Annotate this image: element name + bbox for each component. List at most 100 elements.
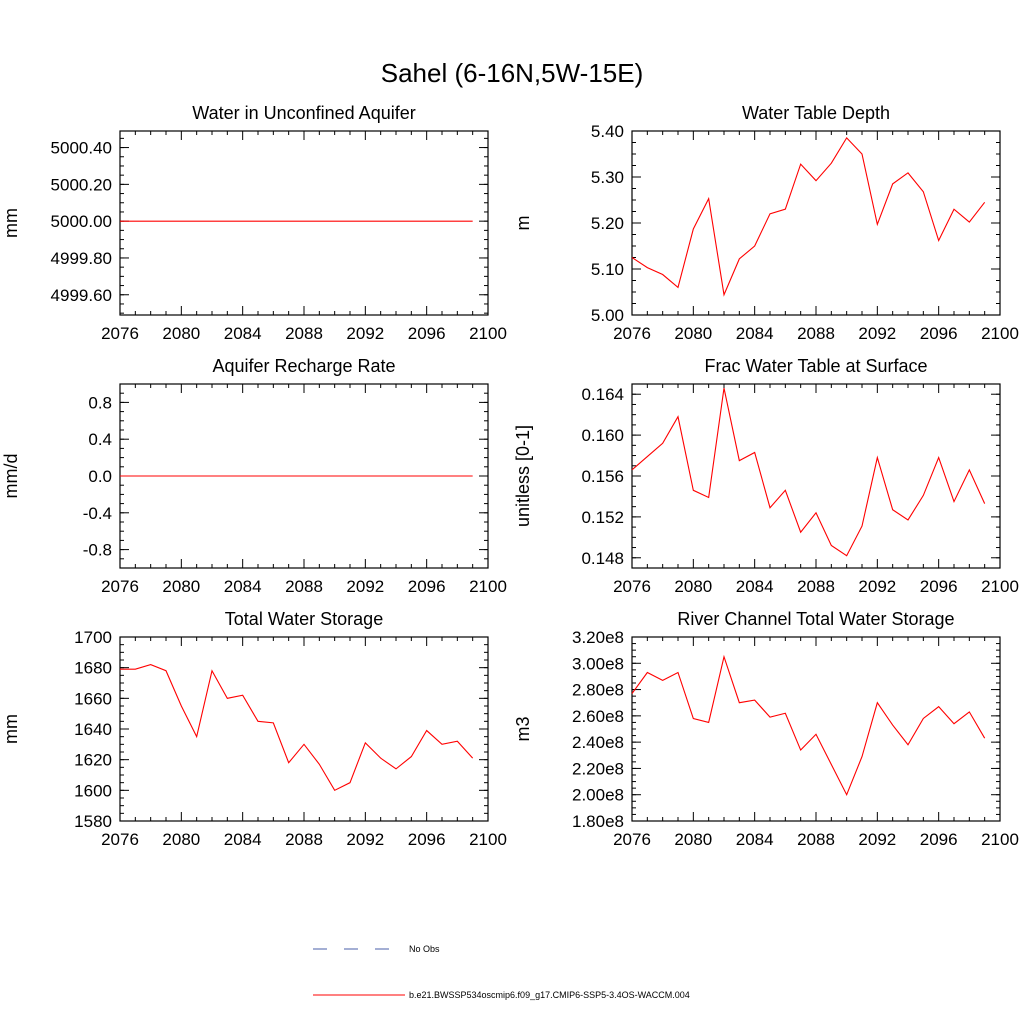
x-tick-label: 2096 [408,577,446,596]
y-tick-label: 3.00e8 [572,654,624,673]
x-tick-label: 2084 [224,577,262,596]
y-tick-label: 1.80e8 [572,812,624,831]
panel-title: River Channel Total Water Storage [677,609,954,629]
x-tick-label: 2076 [613,830,651,849]
x-tick-label: 2088 [797,830,835,849]
panel-title: Water in Unconfined Aquifer [192,103,415,123]
legend-label-no-obs: No Obs [409,944,440,954]
x-tick-label: 2092 [858,324,896,343]
y-tick-label: 5000.40 [51,139,112,158]
y-tick-label: -0.8 [83,541,112,560]
y-axis-label: unitless [0-1] [513,425,533,527]
chart-panel-2: Water Table Depth m 2076 2080 2084 2088 2092 20… [513,103,1019,343]
y-tick-label: 0.8 [88,393,112,412]
y-tick-label: 1640 [74,720,112,739]
x-tick-label: 2088 [285,324,323,343]
plot-frame [631,130,1001,316]
y-tick-label: 2.20e8 [572,759,624,778]
x-tick-label: 2092 [346,577,384,596]
y-tick-label: 4999.60 [51,286,112,305]
x-tick-label: 2100 [981,830,1019,849]
x-tick-label: 2080 [674,577,712,596]
y-tick-label: 1700 [74,628,112,647]
x-tick-label: 2092 [346,324,384,343]
y-tick-label: 0.164 [581,385,624,404]
y-tick-label: 1620 [74,751,112,770]
x-tick-label: 2088 [285,830,323,849]
plot-frame [631,636,1001,822]
y-tick-label: 5000.20 [51,175,112,194]
x-tick-label: 2088 [285,577,323,596]
panel-title: Total Water Storage [225,609,383,629]
chart-panel-1: Water in Unconfined Aquifer mm 2076 2080 208… [1,103,507,343]
series-line [631,654,986,797]
x-tick-label: 2096 [408,830,446,849]
x-tick-label: 2096 [920,324,958,343]
y-axis-label: mm/d [1,454,21,499]
y-tick-label: 0.148 [581,549,624,568]
x-tick-label: 2080 [162,577,200,596]
y-tick-label: 5.40 [591,122,624,141]
y-tick-label: 0.0 [88,467,112,486]
legend: No Obs b.e21.BWSSP534oscmip6.f09_g17.CMI… [313,944,690,1000]
x-tick-label: 2096 [920,830,958,849]
panel-title: Frac Water Table at Surface [704,356,927,376]
x-tick-label: 2096 [408,324,446,343]
y-tick-label: 1580 [74,812,112,831]
x-tick-label: 2080 [674,830,712,849]
x-tick-label: 2100 [981,324,1019,343]
x-tick-label: 2092 [346,830,384,849]
chart-panel-6: River Channel Total Water Storage m3 2076 2… [513,609,1019,849]
y-axis-label: mm [1,714,21,744]
series-line [120,664,474,792]
y-tick-label: -0.4 [83,504,112,523]
x-tick-label: 2076 [101,830,139,849]
x-tick-label: 2100 [469,324,507,343]
x-tick-label: 2084 [736,324,774,343]
x-tick-label: 2088 [797,324,835,343]
x-tick-label: 2080 [162,324,200,343]
x-tick-label: 2088 [797,577,835,596]
y-tick-label: 5.10 [591,260,624,279]
figure-title: Sahel (6-16N,5W-15E) [381,58,644,88]
x-tick-label: 2080 [674,324,712,343]
y-tick-label: 1600 [74,781,112,800]
y-tick-label: 1660 [74,689,112,708]
y-tick-label: 5.30 [591,168,624,187]
series-line [631,387,986,557]
legend-label-model: b.e21.BWSSP534oscmip6.f09_g17.CMIP6-SSP5… [409,990,690,1000]
chart-panel-5: Total Water Storage mm 2076 2080 2084 2088 209… [1,609,507,849]
x-tick-label: 2084 [736,577,774,596]
x-tick-label: 2092 [858,830,896,849]
plot-frame [119,130,489,316]
y-tick-label: 5.20 [591,214,624,233]
plot-frame [119,636,489,822]
y-tick-label: 3.20e8 [572,628,624,647]
chart-panel-3: Aquifer Recharge Rate mm/d 2076 2080 2084 208… [1,356,507,596]
series-line [631,136,986,297]
y-tick-label: 0.152 [581,508,624,527]
y-axis-label: mm [1,208,21,238]
x-tick-label: 2100 [469,830,507,849]
y-axis-label: m [513,216,533,231]
panels: Water in Unconfined Aquifer mm 2076 2080 208… [1,103,1019,849]
x-tick-label: 2076 [613,324,651,343]
y-tick-label: 2.00e8 [572,786,624,805]
y-tick-label: 0.160 [581,426,624,445]
y-tick-label: 0.156 [581,467,624,486]
y-tick-label: 2.60e8 [572,707,624,726]
y-tick-label: 5.00 [591,306,624,325]
y-tick-label: 2.40e8 [572,733,624,752]
y-tick-label: 1680 [74,659,112,678]
x-tick-label: 2084 [736,830,774,849]
x-tick-label: 2080 [162,830,200,849]
x-tick-label: 2076 [101,324,139,343]
x-tick-label: 2100 [469,577,507,596]
x-tick-label: 2076 [613,577,651,596]
y-tick-label: 4999.80 [51,249,112,268]
panel-title: Aquifer Recharge Rate [212,356,395,376]
y-axis-label: m3 [513,716,533,741]
x-tick-label: 2100 [981,577,1019,596]
y-tick-label: 2.80e8 [572,681,624,700]
